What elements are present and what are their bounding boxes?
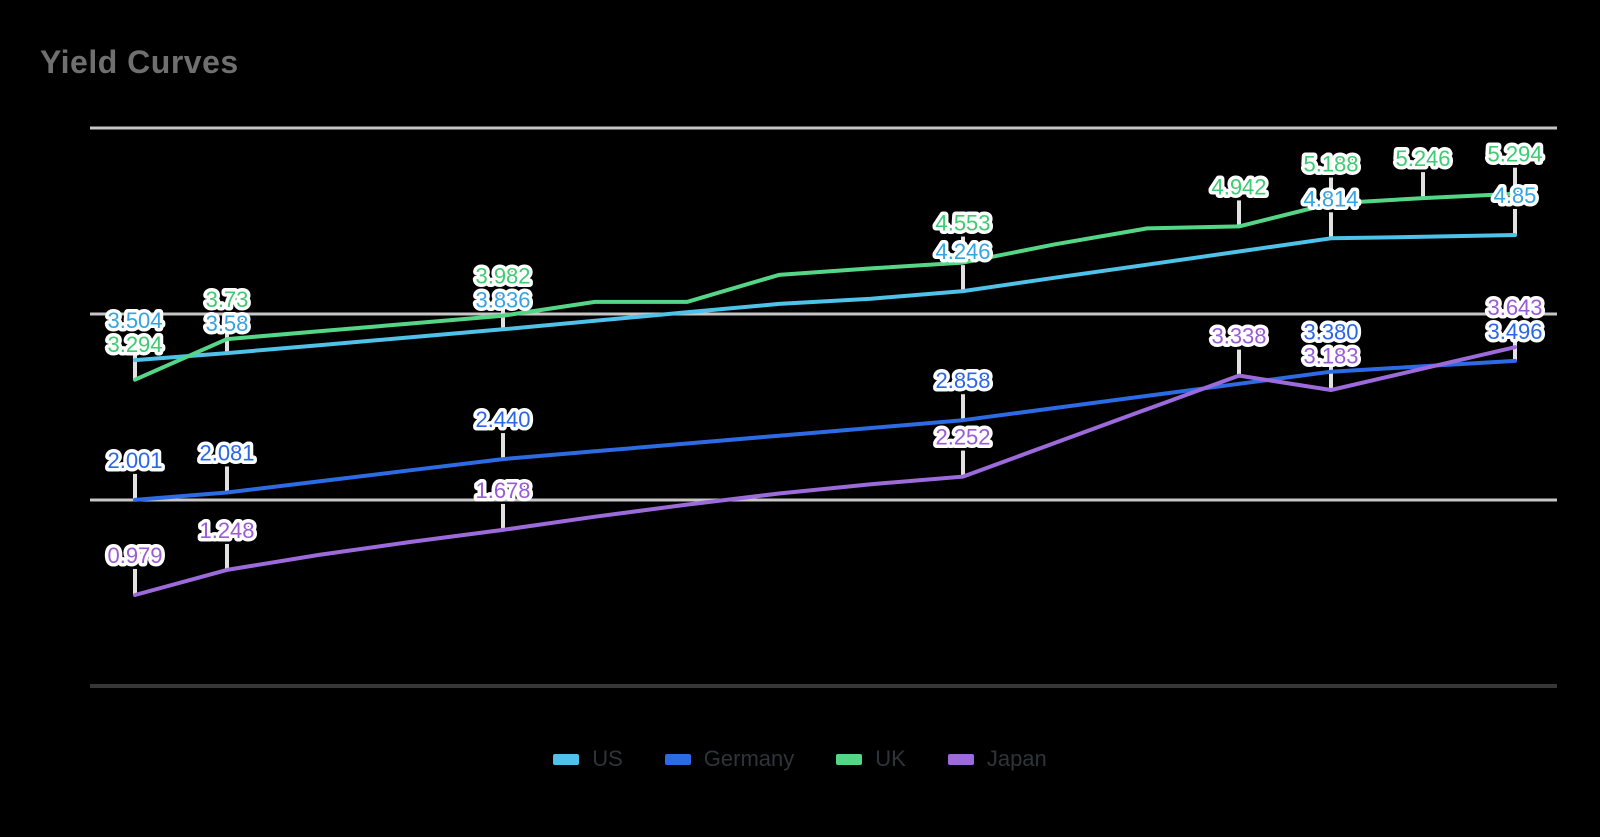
value-label-uk: 5.188	[1303, 152, 1358, 177]
value-label-us: 4.85	[1494, 183, 1537, 208]
series-line-uk	[133, 191, 1517, 382]
legend: US Germany UK Japan	[0, 746, 1600, 772]
legend-item-japan[interactable]: Japan	[947, 746, 1047, 772]
legend-swatch-icon	[553, 753, 580, 765]
value-label-us: 4.814	[1303, 186, 1358, 211]
value-label-uk: 4.942	[1211, 174, 1266, 199]
chart-title: Yield Curves	[40, 44, 239, 80]
legend-label: US	[592, 746, 623, 771]
value-label-japan: 1.248	[199, 518, 254, 543]
value-label-us: 3.504	[107, 308, 162, 333]
value-label-japan: 3.643	[1487, 295, 1542, 320]
legend-swatch-icon	[947, 753, 974, 765]
value-label-germany: 2.001	[107, 448, 162, 473]
series-line-germany	[133, 358, 1517, 502]
legend-item-us[interactable]: US	[553, 746, 623, 772]
value-label-japan: 2.252	[935, 425, 990, 450]
value-label-uk: 3.982	[475, 264, 530, 289]
value-label-us: 3.836	[475, 288, 530, 313]
legend-swatch-icon	[664, 753, 691, 765]
value-label-uk: 3.73	[206, 287, 249, 312]
series-line-us	[133, 233, 1517, 363]
legend-label: Japan	[986, 746, 1047, 771]
value-label-germany: 3.380	[1303, 320, 1358, 345]
value-label-uk: 5.246	[1395, 146, 1450, 171]
value-label-us: 4.246	[935, 239, 990, 264]
value-label-us: 3.58	[206, 311, 249, 336]
value-label-germany: 2.081	[199, 440, 254, 465]
value-label-uk: 5.294	[1487, 142, 1542, 167]
legend-label: UK	[875, 746, 906, 771]
legend-label: Germany	[703, 746, 795, 771]
value-label-germany: 3.496	[1487, 319, 1542, 344]
legend-item-uk[interactable]: UK	[836, 746, 906, 772]
legend-swatch-icon	[836, 753, 863, 765]
legend-item-germany[interactable]: Germany	[664, 746, 795, 772]
value-label-uk: 4.553	[935, 211, 990, 236]
value-label-japan: 3.338	[1211, 324, 1266, 349]
series-line-japan	[133, 345, 1517, 597]
value-label-germany: 2.858	[935, 368, 990, 393]
value-label-japan: 3.183	[1303, 344, 1358, 369]
value-label-germany: 2.440	[475, 407, 530, 432]
value-label-uk: 3.294	[107, 332, 162, 357]
value-label-japan: 1.678	[475, 478, 530, 503]
value-label-japan: 0.979	[107, 543, 162, 568]
